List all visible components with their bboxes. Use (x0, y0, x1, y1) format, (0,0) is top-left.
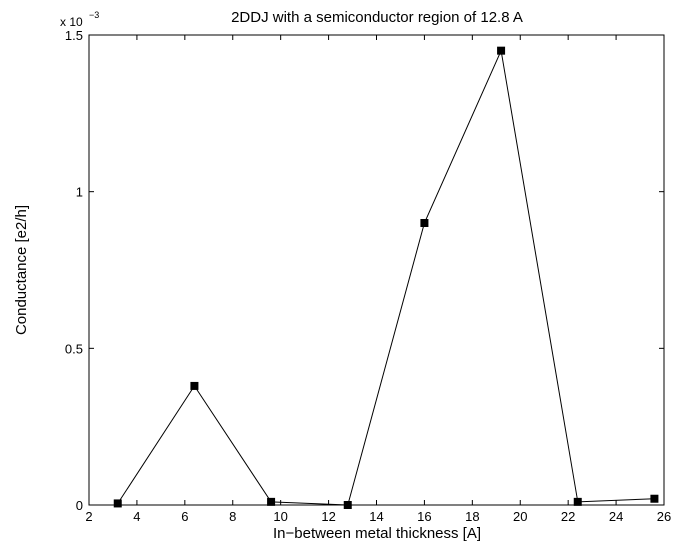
x-tick-label: 22 (561, 509, 575, 524)
data-point-marker (420, 219, 429, 227)
x-tick-label: 10 (273, 509, 287, 524)
x-tick-label: 14 (369, 509, 383, 524)
x-tick-label: 4 (133, 509, 140, 524)
y-multiplier: x 10 −3 (60, 10, 99, 29)
x-tick-label: 20 (513, 509, 527, 524)
data-point-marker (573, 497, 582, 506)
data-point-marker (343, 501, 352, 509)
data-point-marker (190, 381, 199, 390)
chart-title: 2DDJ with a semiconductor region of 12.8… (231, 9, 523, 26)
y-multiplier-base: x 10 (60, 15, 83, 29)
data-point-marker (497, 46, 506, 55)
data-point-marker (113, 499, 122, 508)
x-tick-label: 16 (417, 509, 431, 524)
y-axis-label: Conductance [e2/h] (13, 205, 30, 335)
series-line (117, 48, 655, 506)
x-tick-label: 26 (657, 509, 671, 524)
x-tick-label: 2 (85, 509, 92, 524)
data-point-marker (267, 497, 276, 506)
y-tick-label: 0.5 (65, 341, 83, 356)
x-axis-label: In−between metal thickness [A] (273, 525, 481, 542)
x-tick-label: 6 (181, 509, 188, 524)
x-tick-label: 12 (321, 509, 335, 524)
x-tick-label: 18 (465, 509, 479, 524)
y-tick-label: 0 (76, 498, 83, 513)
x-tick-label: 8 (229, 509, 236, 524)
y-multiplier-exponent: −3 (89, 10, 99, 20)
data-point-marker (650, 494, 659, 503)
x-tick-label: 24 (609, 509, 623, 524)
series-group (113, 46, 659, 509)
plot-area (88, 34, 665, 506)
y-tick-label: 1 (76, 185, 83, 200)
y-tick-label: 1.5 (65, 28, 83, 43)
